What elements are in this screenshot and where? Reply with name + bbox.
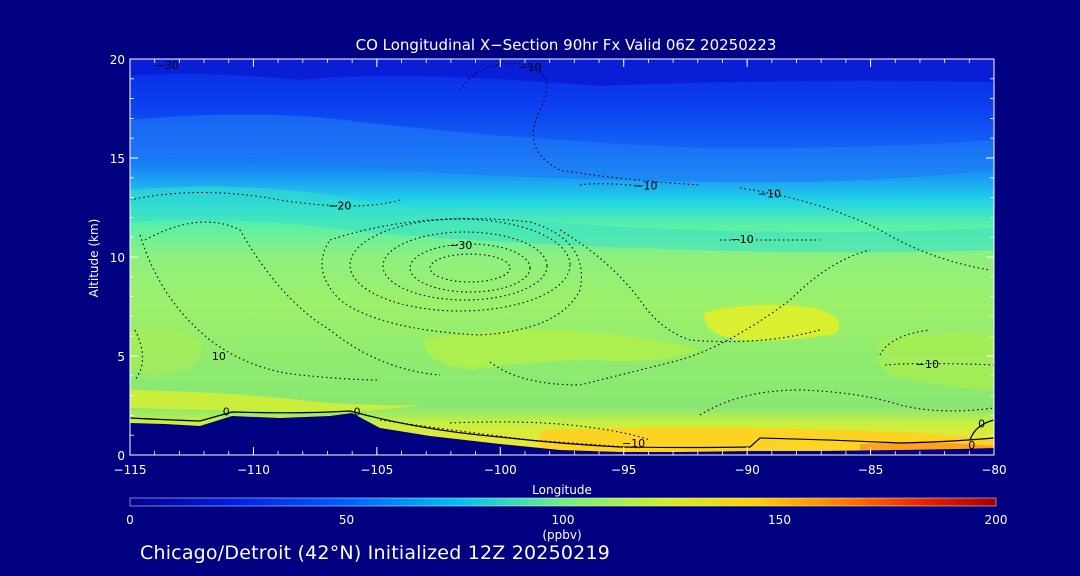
contour-label: −10: [518, 61, 541, 74]
y-tick-label: 0: [117, 449, 125, 463]
contour-ring: [382, 231, 548, 301]
dotted-contours: [130, 62, 994, 449]
contour-ring: [429, 253, 511, 283]
x-tick-label: −115: [114, 463, 147, 477]
x-tick-label: −80: [981, 463, 1006, 477]
contour-ring: [349, 218, 571, 312]
zero-contour-east: [969, 419, 994, 441]
contour-line: [459, 62, 701, 186]
contour-label: 10: [212, 350, 226, 363]
contour-label: −10: [622, 437, 645, 450]
co-plume-east: [876, 333, 994, 390]
contour-label: −30: [155, 59, 178, 72]
contour-line: [144, 221, 441, 376]
colorbar-tick-label: 200: [985, 513, 1008, 527]
co-plume-boundary: [130, 390, 420, 412]
contour-line: [379, 419, 641, 449]
chart-title: CO Longitudinal X−Section 90hr Fx Valid …: [356, 36, 777, 54]
contour-label: 0: [968, 439, 975, 452]
footer-caption: Chicago/Detroit (42°N) Initialized 12Z 2…: [140, 542, 611, 564]
colorbar-tick-label: 0: [126, 513, 134, 527]
x-tick-label: −100: [484, 463, 517, 477]
co-band-tropopause: [130, 186, 994, 253]
colorbar: [129, 497, 997, 507]
y-tick-label: 15: [110, 152, 125, 166]
x-axis-label: Longitude: [532, 483, 592, 497]
colorbar-tick-label: 100: [552, 513, 575, 527]
co-band-upper: [130, 114, 994, 183]
contour-label: −20: [328, 200, 351, 213]
y-axis: 0 5 10 15 20: [110, 53, 994, 463]
contour-label: 0: [978, 417, 985, 430]
x-tick-label: −110: [237, 463, 270, 477]
co-band-stratosphere: [130, 59, 994, 86]
contour-line: [139, 234, 381, 381]
y-axis-label: Altitude (km): [87, 219, 101, 298]
contour-line: [559, 229, 821, 343]
y-tick-label: 10: [110, 251, 125, 265]
contour-label: −10: [758, 188, 781, 201]
x-tick-label: −95: [611, 463, 636, 477]
co-plume-west: [130, 326, 203, 375]
contour-line: [134, 329, 144, 381]
x-axis: −115 −110 −105 −100 −95 −90 −85 −80: [114, 59, 1007, 477]
y-tick-label: 5: [117, 350, 125, 364]
zero-contour: [130, 410, 994, 449]
contour-label: 0: [354, 405, 361, 418]
terrain: [130, 413, 994, 455]
x-tick-label: −105: [360, 463, 393, 477]
contour-label: −10: [731, 233, 754, 246]
contour-label: −10: [916, 358, 939, 371]
colorbar-ticks: 0 50 100 150 200: [126, 513, 1007, 527]
contour-label: −10: [634, 180, 657, 193]
colorbar-tick-label: 150: [768, 513, 791, 527]
co-plume-high: [704, 304, 840, 341]
y-tick-label: 20: [110, 53, 125, 67]
x-tick-label: −90: [734, 463, 759, 477]
colorbar-tick-label: 50: [339, 513, 354, 527]
contour-ring: [409, 243, 531, 293]
co-plume-mid: [424, 329, 700, 370]
contour-label: −30: [449, 239, 472, 252]
contour-label: 0: [223, 405, 230, 418]
x-tick-label: −85: [858, 463, 883, 477]
colorbar-label: (ppbv): [542, 528, 581, 542]
